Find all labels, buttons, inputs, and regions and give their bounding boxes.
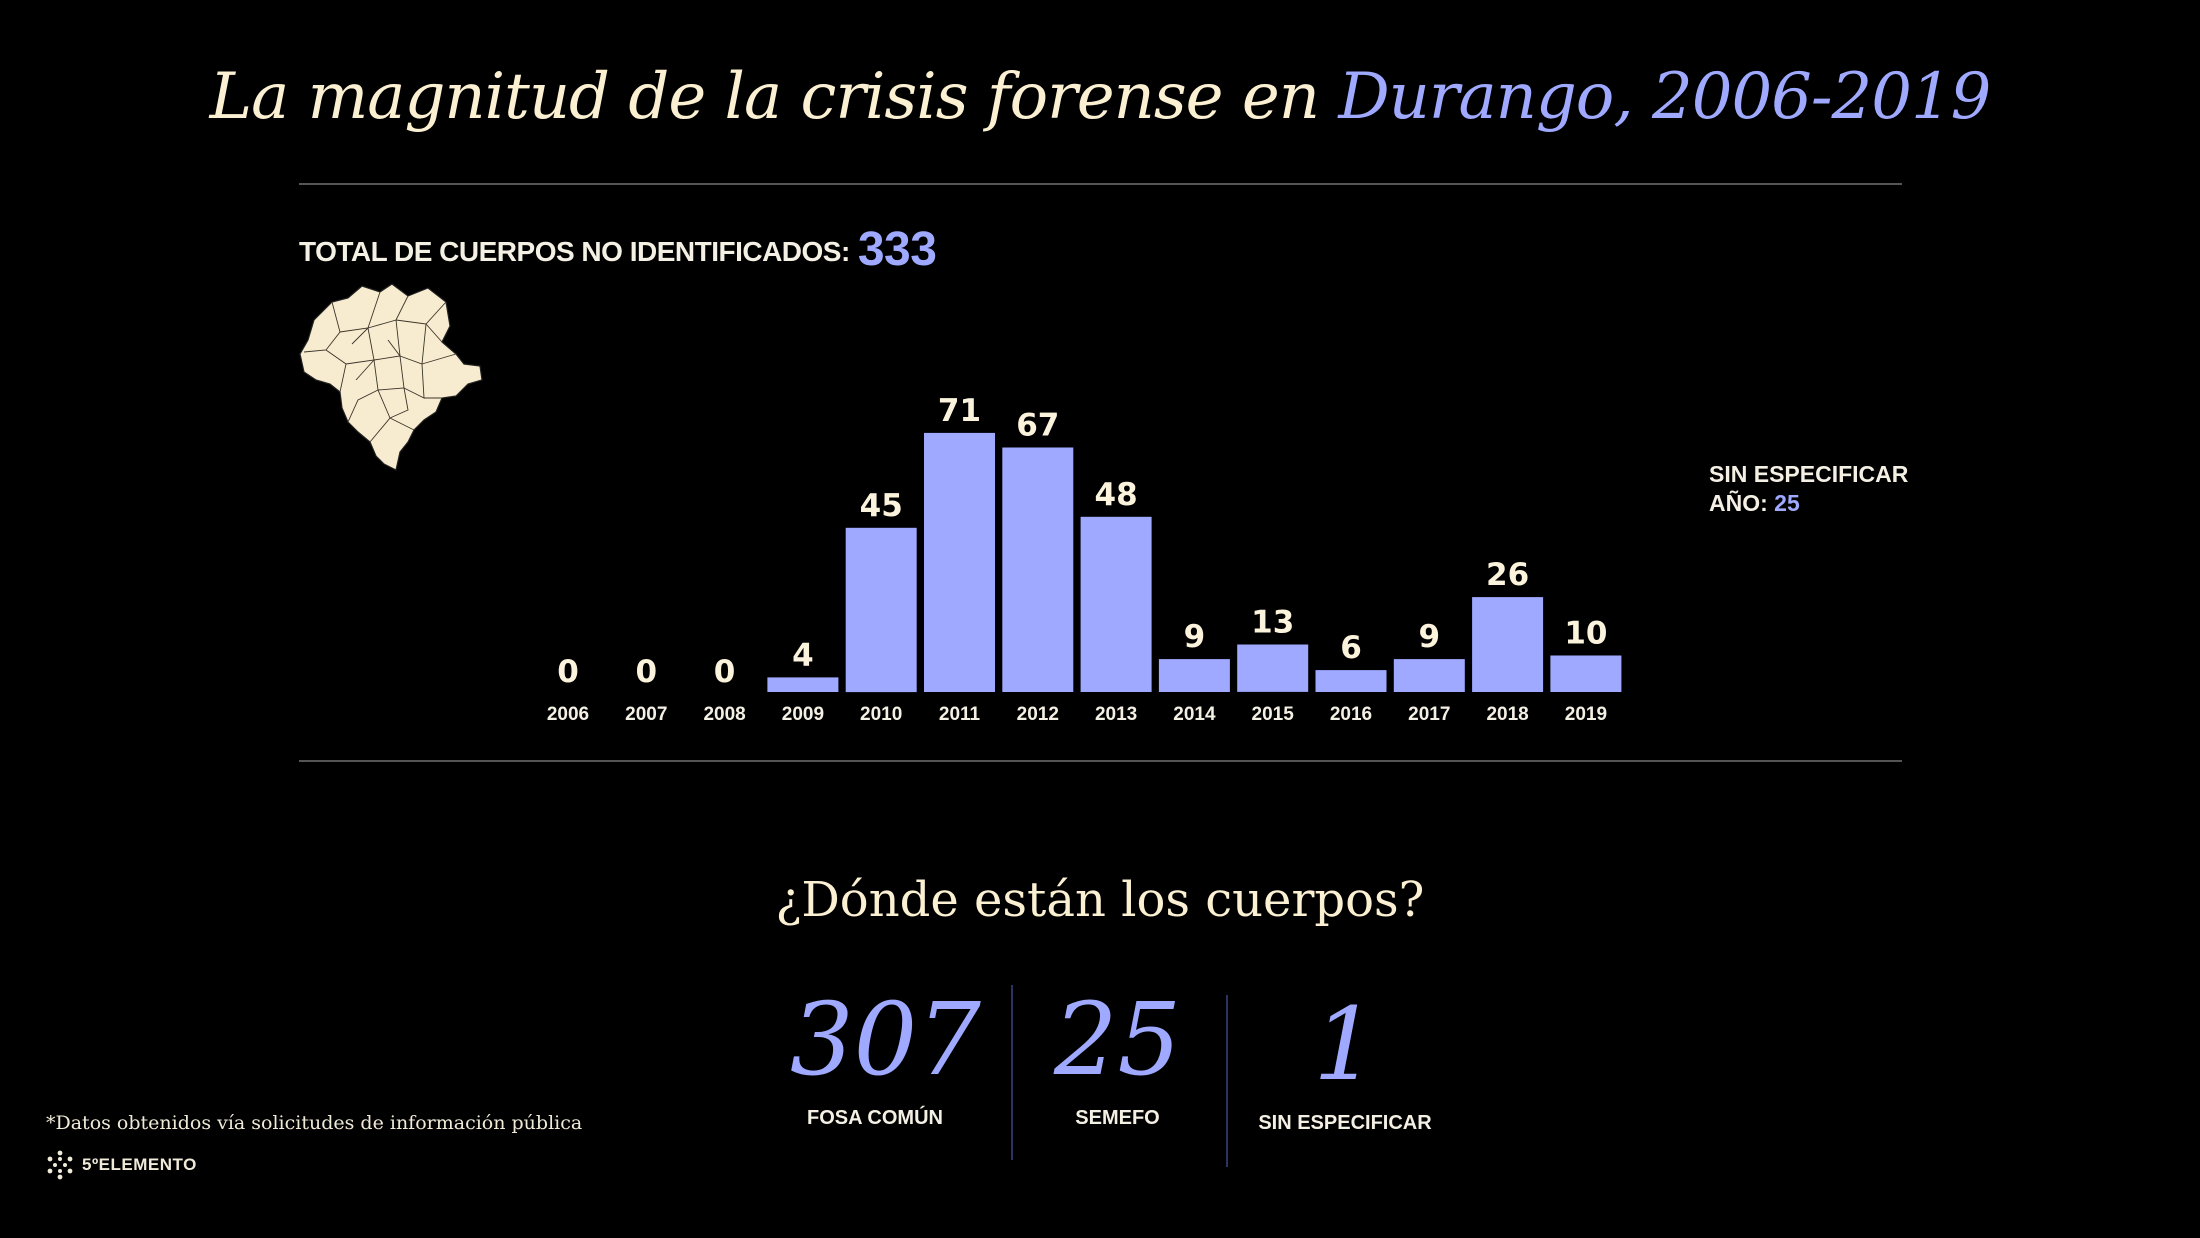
x-tick-label-2010: 2010 [860,704,902,725]
stat-fosa-comun-value: 307 [790,981,981,1098]
stat-divider-2 [1226,995,1228,1167]
bar-value-label-2013: 48 [1095,477,1138,513]
stat-divider-1 [1011,985,1013,1160]
x-tick-label-2019: 2019 [1565,704,1607,725]
x-tick-label-2016: 2016 [1330,704,1372,725]
bar-value-label-2012: 67 [1016,408,1059,444]
total-label: TOTAL DE CUERPOS NO IDENTIFICADOS: [299,236,850,267]
bar-2010 [845,527,917,693]
bar-2013 [1080,516,1152,692]
bar-value-label-2010: 45 [860,488,903,524]
bar-value-label-2014: 9 [1184,619,1206,655]
bar-2019 [1550,655,1622,692]
unspecified-year-note: SIN ESPECIFICAR AÑO: 25 [1709,460,1908,518]
x-tick-label-2013: 2013 [1095,704,1137,725]
x-tick-label-2007: 2007 [625,704,667,725]
bar-value-label-2019: 10 [1564,616,1607,652]
middle-divider [299,760,1902,762]
bar-value-label-2018: 26 [1486,557,1529,593]
bar-value-label-2007: 0 [636,654,658,690]
stat-semefo: 25 SEMEFO [1030,985,1205,1130]
bar-2014 [1158,659,1230,692]
stat-fosa-comun: 307 FOSA COMÚN [790,981,981,1130]
x-tick-label-2006: 2006 [547,704,589,725]
title-main: La magnitud de la crisis forense en [209,60,1339,134]
stat-sin-especificar: 1 SIN ESPECIFICAR [1240,990,1450,1135]
x-tick-label-2011: 2011 [939,704,981,725]
logo: 5ºELEMENTO [46,1150,197,1180]
page-title: La magnitud de la crisis forense en Dura… [0,60,2200,134]
logo-text: 5ºELEMENTO [82,1155,197,1174]
stat-sin-especificar-label: SIN ESPECIFICAR [1258,1112,1432,1134]
x-tick-label-2012: 2012 [1017,704,1059,725]
stat-semefo-value: 25 [1053,981,1182,1098]
bar-2016 [1315,670,1387,692]
x-tick-label-2018: 2018 [1486,704,1528,725]
unspecified-line2: AÑO: [1709,490,1768,516]
bar-2017 [1393,659,1465,692]
bar-value-label-2006: 0 [557,654,579,690]
bar-chart: 0 2006 0 2007 0 2008 4 2009 45 2010 71 2011 67 2012 48… [547,393,1622,725]
unspecified-line1: SIN ESPECIFICAR [1709,461,1909,487]
bar-value-label-2011: 71 [938,393,981,429]
x-tick-label-2017: 2017 [1408,704,1450,725]
bar-2012 [1002,447,1074,692]
footnote: *Datos obtenidos vía solicitudes de info… [46,1112,583,1134]
x-tick-label-2008: 2008 [703,704,745,725]
x-tick-label-2015: 2015 [1252,704,1295,725]
x-tick-label-2009: 2009 [782,704,824,725]
bar-value-label-2016: 6 [1340,630,1362,666]
x-tick-label-2014: 2014 [1173,704,1216,725]
unspecified-value: 25 [1774,490,1800,516]
bar-value-label-2009: 4 [792,637,814,673]
top-divider [299,183,1902,185]
durango-map-icon [299,283,483,471]
bar-2015 [1237,644,1309,692]
bar-value-label-2008: 0 [714,654,736,690]
stat-fosa-comun-label: FOSA COMÚN [807,1107,943,1129]
title-accent: Durango, 2006-2019 [1338,60,1991,134]
hexagon-dots-logo-icon [47,1150,73,1180]
bar-2018 [1472,597,1544,692]
total-bodies: TOTAL DE CUERPOS NO IDENTIFICADOS: 333 [299,222,937,277]
bar-value-label-2017: 9 [1419,619,1441,655]
bar-value-label-2015: 13 [1251,605,1294,641]
section-subtitle: ¿Dónde están los cuerpos? [775,872,1425,928]
bar-2009 [767,677,839,692]
stat-semefo-label: SEMEFO [1075,1107,1160,1129]
bar-2011 [924,432,995,692]
stat-sin-especificar-value: 1 [1313,986,1377,1103]
total-value: 333 [857,223,937,276]
